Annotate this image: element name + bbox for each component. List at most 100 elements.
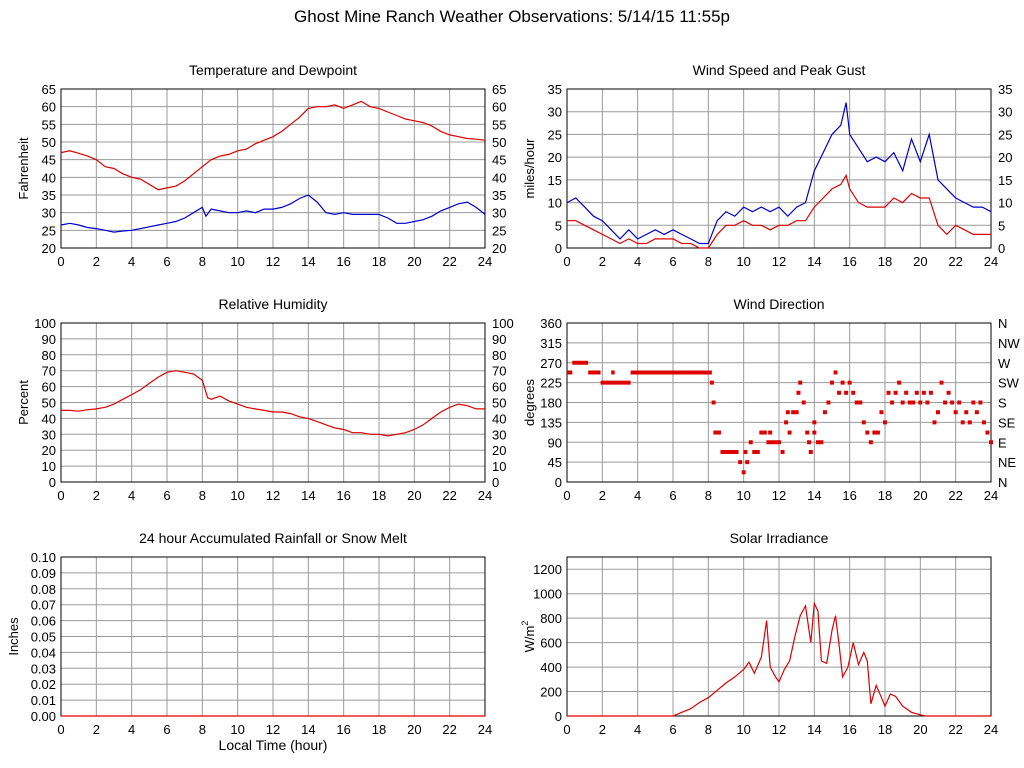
wind-direction-direction-point <box>819 440 824 445</box>
wind-speed-gust-xtick-label: 18 <box>878 254 892 269</box>
relative-humidity-ytick-label: 70 <box>42 364 56 379</box>
wind-direction-xtick-label: 20 <box>913 488 927 503</box>
solar-irradiance-ytick-label: 1200 <box>533 562 562 577</box>
wind-speed-gust-xtick-label: 22 <box>948 254 962 269</box>
wind-speed-gust-series-0-line <box>566 102 992 245</box>
rainfall-ytick-label: 0.01 <box>31 693 56 708</box>
wind-direction-direction-point <box>974 410 979 415</box>
wind-direction-xtick-label: 0 <box>563 488 570 503</box>
wind-speed-gust-right-tick-label: 20 <box>998 150 1012 165</box>
wind-direction-right-tick-label: E <box>998 435 1007 450</box>
wind-direction-direction-point <box>727 449 732 454</box>
rainfall-xtick-label: 18 <box>372 722 386 737</box>
rainfall-ytick-label: 0.00 <box>31 709 56 724</box>
wind-direction-direction-point <box>893 390 898 395</box>
temperature-dewpoint-xtick-label: 2 <box>93 254 100 269</box>
relative-humidity-right-tick-label: 20 <box>492 443 506 458</box>
relative-humidity-xtick-label: 10 <box>230 488 244 503</box>
wind-direction-direction-point <box>826 400 831 405</box>
temperature-dewpoint-xtick-label: 18 <box>372 254 386 269</box>
relative-humidity-xtick-label: 0 <box>57 488 64 503</box>
rainfall-xtick-label: 14 <box>301 722 315 737</box>
wind-direction-direction-point <box>851 390 856 395</box>
relative-humidity-ytick-label: 20 <box>42 443 56 458</box>
wind-direction-xtick-label: 14 <box>807 488 821 503</box>
wind-direction-direction-point <box>897 380 902 385</box>
relative-humidity-ylabel: Percent <box>16 380 31 425</box>
wind-direction-direction-point <box>854 400 859 405</box>
relative-humidity-right-tick-label: 80 <box>492 348 506 363</box>
wind-direction-direction-point <box>759 430 764 435</box>
wind-speed-gust-ytick-label: 5 <box>555 218 562 233</box>
wind-speed-gust-xtick-label: 14 <box>807 254 821 269</box>
wind-direction-direction-point <box>861 420 866 425</box>
wind-direction-direction-point <box>964 410 969 415</box>
relative-humidity-xtick-label: 22 <box>442 488 456 503</box>
wind-direction-title: Wind Direction <box>733 296 824 312</box>
wind-direction-direction-point <box>914 390 919 395</box>
wind-speed-gust-right-tick-label: 5 <box>998 218 1005 233</box>
wind-direction-right-tick-label: NE <box>998 455 1016 470</box>
relative-humidity-xtick-label: 4 <box>128 488 135 503</box>
temperature-dewpoint-ytick-label: 65 <box>42 82 56 97</box>
temperature-dewpoint-xtick-label: 6 <box>163 254 170 269</box>
wind-direction-direction-point <box>886 390 891 395</box>
wind-direction-direction-point <box>807 440 812 445</box>
temperature-dewpoint-ytick-label: 25 <box>42 223 56 238</box>
wind-direction-direction-point <box>777 440 781 445</box>
wind-direction-direction-point <box>875 430 880 435</box>
relative-humidity-ytick-label: 100 <box>34 316 56 331</box>
relative-humidity-xtick-label: 20 <box>407 488 421 503</box>
relative-humidity-right-tick-label: 70 <box>492 364 506 379</box>
wind-direction-ytick-label: 0 <box>555 475 562 490</box>
rainfall-xtick-label: 8 <box>199 722 206 737</box>
temperature-dewpoint-ytick-label: 40 <box>42 170 56 185</box>
relative-humidity-xtick-label: 14 <box>301 488 315 503</box>
rainfall-ytick-label: 0.02 <box>31 677 56 692</box>
rainfall-xtick-label: 10 <box>230 722 244 737</box>
wind-speed-gust-series-1-line <box>567 173 991 249</box>
temperature-dewpoint-ytick-label: 20 <box>42 241 56 256</box>
temperature-dewpoint-xtick-label: 14 <box>301 254 315 269</box>
rainfall-ytick-label: 0.03 <box>31 661 56 676</box>
wind-direction-direction-point <box>812 420 817 425</box>
rainfall-ytick-label: 0.07 <box>31 598 56 613</box>
wind-direction-direction-point <box>791 410 796 415</box>
solar-irradiance-ytick-label: 200 <box>540 685 562 700</box>
relative-humidity-series-0-line <box>61 370 485 437</box>
wind-direction-direction-point <box>890 400 895 405</box>
rainfall-ytick-label: 0.09 <box>31 566 56 581</box>
wind-speed-gust-right-tick-label: 10 <box>998 196 1012 211</box>
solar-irradiance-xtick-label: 10 <box>736 722 750 737</box>
solar-irradiance-frame <box>566 556 992 717</box>
wind-speed-gust-ytick-label: 10 <box>548 196 562 211</box>
solar-irradiance-ylabel: W/m2 <box>520 621 537 653</box>
wind-direction-right-tick-label: W <box>998 356 1011 371</box>
wind-speed-gust-right-tick-label: 35 <box>998 82 1012 97</box>
wind-direction-direction-point <box>794 410 799 415</box>
wind-direction-direction-point <box>773 440 778 445</box>
wind-direction-xtick-label: 18 <box>878 488 892 503</box>
wind-direction-ytick-label: 225 <box>540 376 562 391</box>
wind-direction-right-tick-label: S <box>998 396 1007 411</box>
rainfall-ylabel: Inches <box>6 617 21 656</box>
wind-direction-direction-point <box>743 449 748 454</box>
solar-irradiance-xtick-label: 8 <box>705 722 712 737</box>
wind-speed-gust-ytick-label: 30 <box>548 105 562 120</box>
wind-direction-direction-point <box>981 420 986 425</box>
wind-direction-direction-point <box>936 410 940 415</box>
solar-irradiance-series-0-line <box>567 601 991 717</box>
relative-humidity-ytick-label: 60 <box>42 380 56 395</box>
solar-irradiance-xtick-label: 2 <box>599 722 606 737</box>
wind-direction-direction-point <box>989 440 993 445</box>
solar-irradiance-ytick-label: 0 <box>555 709 562 724</box>
wind-direction-direction-point <box>713 430 718 435</box>
wind-direction-direction-point <box>985 430 990 435</box>
wind-speed-gust-ytick-label: 15 <box>548 173 562 188</box>
temperature-dewpoint-frame <box>60 88 486 249</box>
solar-irradiance-xtick-label: 22 <box>948 722 962 737</box>
wind-direction-direction-point <box>858 400 863 405</box>
temperature-dewpoint-title: Temperature and Dewpoint <box>189 62 357 78</box>
wind-speed-gust-xtick-label: 0 <box>563 254 570 269</box>
